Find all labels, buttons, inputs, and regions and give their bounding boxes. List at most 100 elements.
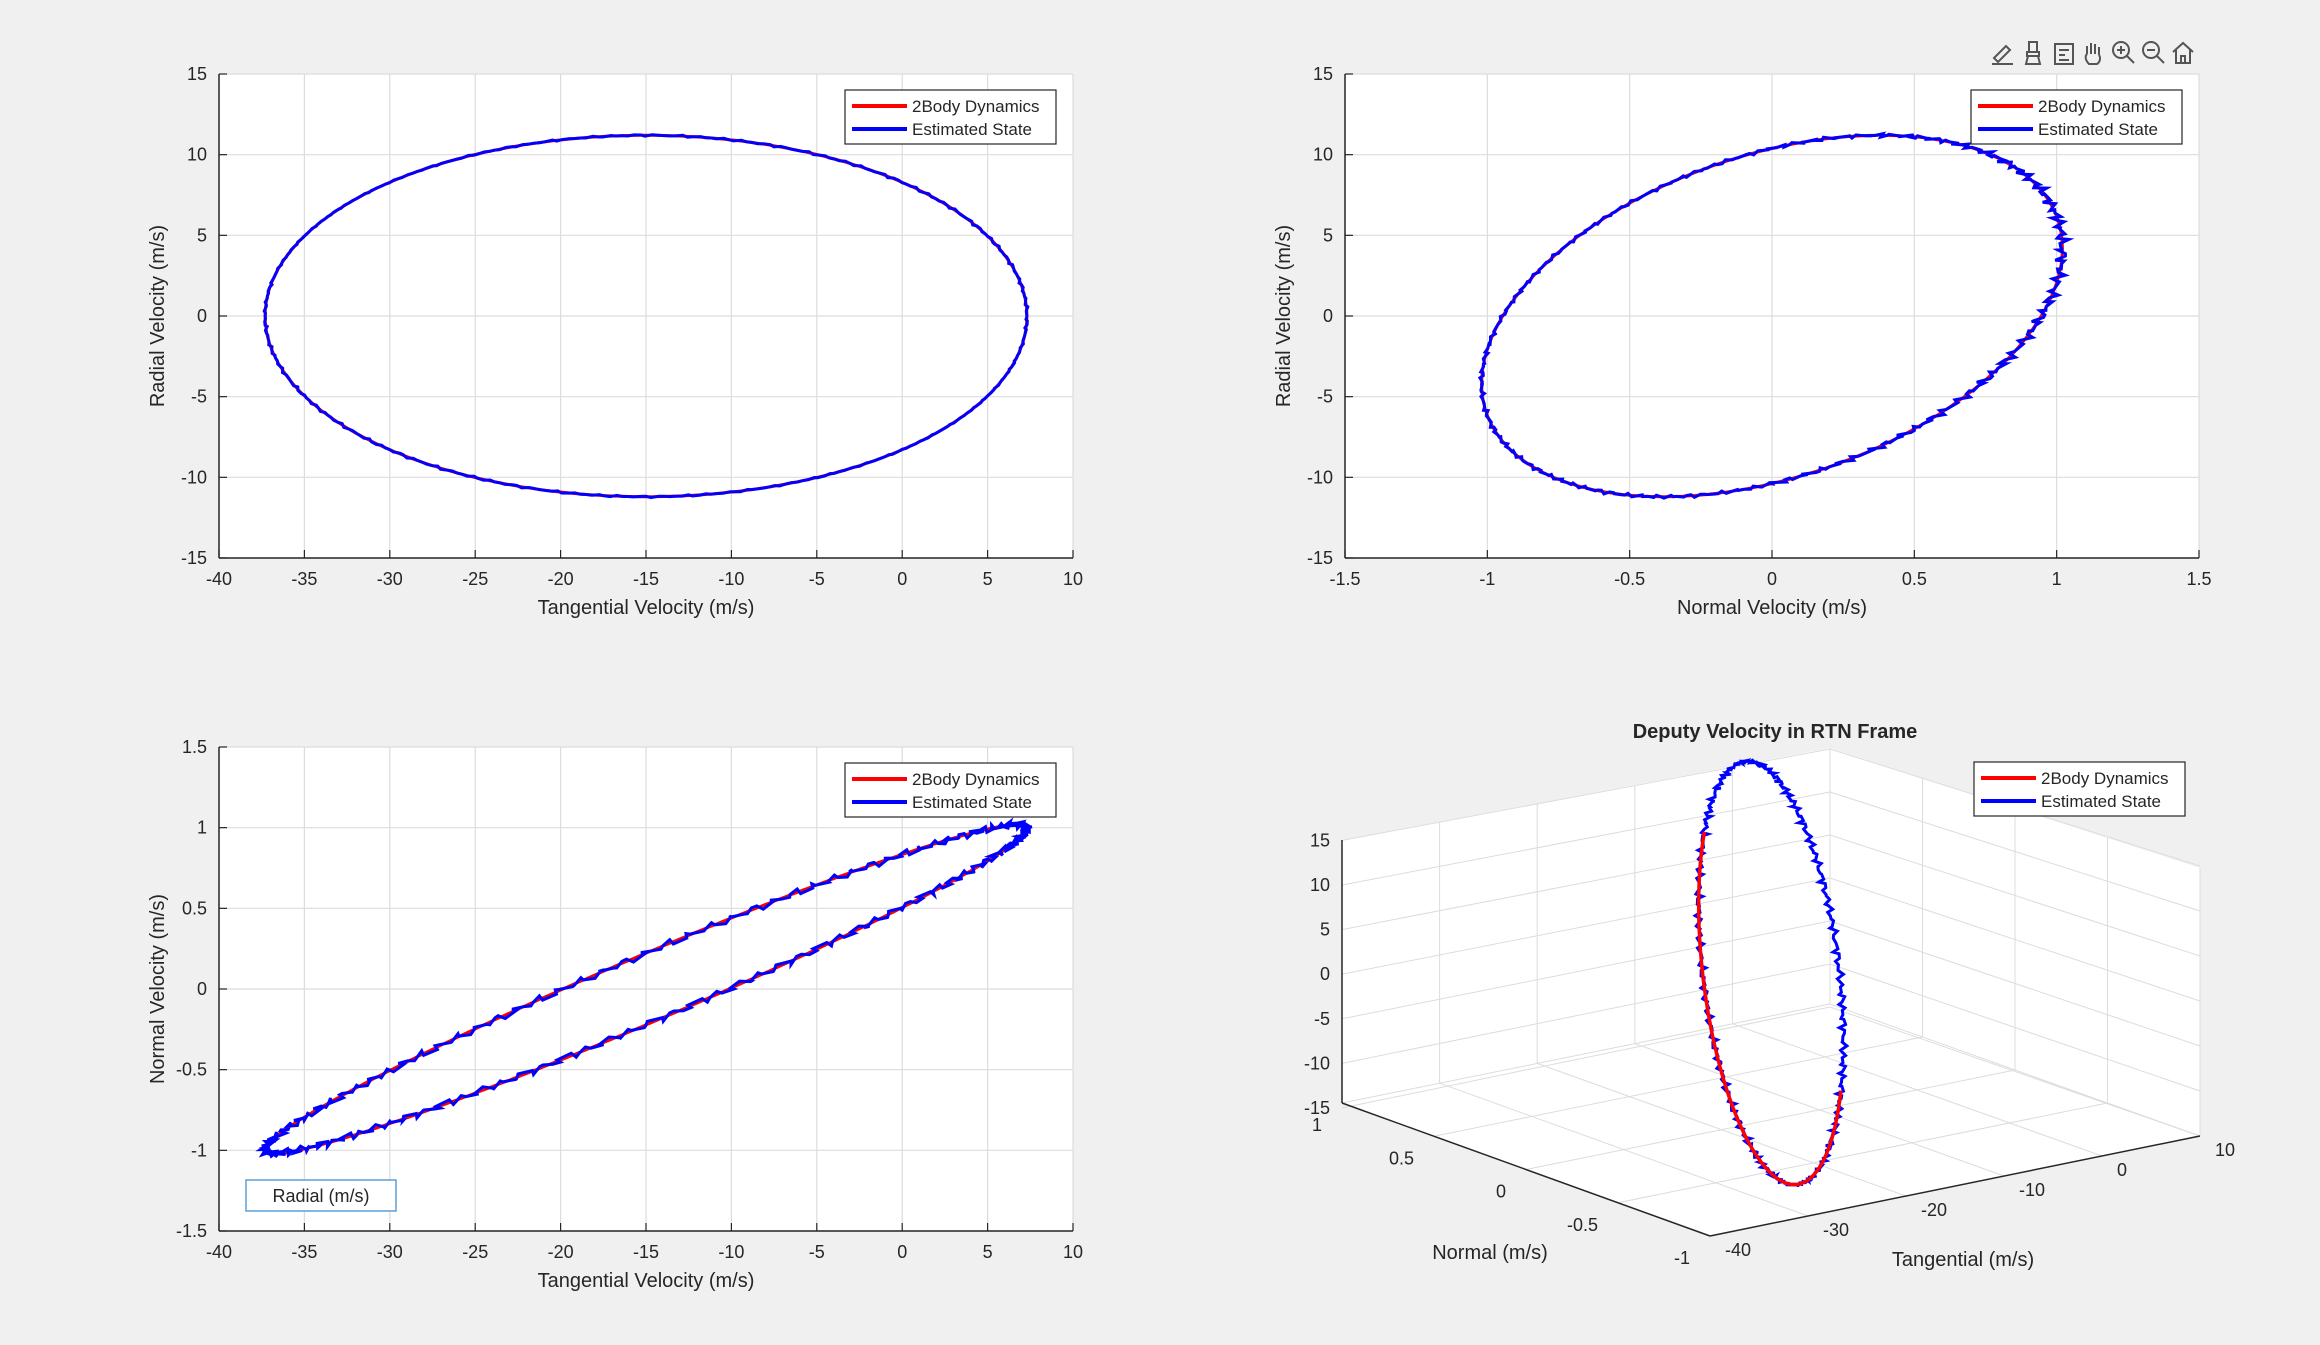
- y-tick-label: -15: [181, 548, 207, 568]
- y-tick-label: 0: [197, 306, 207, 326]
- y-tick-label: 1: [197, 818, 207, 838]
- y-axis-label: Radial Velocity (m/s): [1273, 225, 1295, 407]
- y-tick-label: -1: [191, 1140, 207, 1160]
- plot-normal-vs-tangential[interactable]: -40 -35 -30 -25 -20 -15 -10 -5 0 5 10 -1.5 -1 -0.5 0 0.…: [147, 737, 1083, 1292]
- x-tick-label: -35: [291, 1242, 317, 1262]
- legend[interactable]: 2Body Dynamics Estimated State: [844, 762, 1057, 818]
- y-axis-label: Radial Velocity (m/s): [147, 225, 169, 407]
- x-tick-label: -40: [206, 569, 232, 589]
- floor-gridline: [1341, 1003, 1831, 1104]
- y-tick-label: 10: [187, 145, 207, 165]
- y-tick-label: -15: [1307, 548, 1333, 568]
- x-tick-label: 1: [2052, 569, 2062, 589]
- legend[interactable]: 2Body Dynamics Estimated State: [1973, 761, 2186, 817]
- y-tick-label: 5: [1323, 225, 1333, 245]
- floor-gridline: [1433, 1036, 1923, 1137]
- plot-radial-vs-tangential[interactable]: -40 -35 -30 -25 -20 -15 -10 -5 0 5 10 -15 -10 -5 0 5 10 1…: [147, 64, 1083, 619]
- z-tick-label: 15: [1310, 830, 1330, 850]
- data-tips-icon[interactable]: [2054, 43, 2074, 65]
- x-tick-label: -25: [462, 569, 488, 589]
- brush-icon[interactable]: [2024, 41, 2042, 65]
- legend-box: [1973, 761, 2186, 817]
- x-tick-label: -15: [633, 1242, 659, 1262]
- z-tick-label: 5: [1320, 920, 1330, 940]
- legend-entry: 2Body Dynamics: [912, 770, 1040, 789]
- floor-gridline: [1617, 1102, 2108, 1204]
- series-2body-dynamics: [1696, 831, 1843, 1187]
- z-tick-label: 10: [1310, 875, 1330, 895]
- normal-tick-label: -1: [1674, 1248, 1690, 1268]
- plot-radial-vs-normal[interactable]: -1.5 -1 -0.5 0 0.5 1 1.5 -15 -10 -5 0 5 10 15 Normal V…: [1273, 64, 2212, 619]
- legend-entry: 2Body Dynamics: [2041, 769, 2169, 788]
- x-axis-label: Normal Velocity (m/s): [1677, 597, 1867, 619]
- tangential-tick-label: -20: [1921, 1200, 1947, 1220]
- y-tick-label: 0.5: [182, 898, 207, 918]
- plot-3d-rtn-frame[interactable]: -15 -10 -5 0 5 10 15 1 0.5 0 -0.5 -1 -40 -30 -20 -10 0 10…: [1304, 721, 2235, 1271]
- series-estimated-state: [1477, 131, 2075, 500]
- home-icon[interactable]: [2172, 41, 2194, 64]
- x-tick-label: 1.5: [2186, 569, 2211, 589]
- y-tick-label: 5: [197, 225, 207, 245]
- tangential-tick-label: 0: [2117, 1160, 2127, 1180]
- normal-tick-label: 1: [1312, 1115, 1322, 1135]
- x-tick-label: -10: [718, 569, 744, 589]
- x-tick-label: 10: [1063, 569, 1083, 589]
- x-tick-label: 0: [1767, 569, 1777, 589]
- y-tick-label: 10: [1313, 145, 1333, 165]
- x-tick-label: -25: [462, 1242, 488, 1262]
- tangential-tick-label: 10: [2215, 1140, 2235, 1160]
- series-estimated-state: [262, 133, 1030, 500]
- z-gridline: [1341, 920, 1831, 1020]
- series-estimated-state: [255, 817, 1033, 1159]
- x-tick-label: -5: [809, 569, 825, 589]
- x-tick-label: -1.5: [1329, 569, 1360, 589]
- x-axis-label: Tangential Velocity (m/s): [538, 597, 755, 619]
- legend[interactable]: 2Body Dynamics Estimated State: [844, 89, 1057, 145]
- edit-plot-icon[interactable]: [1992, 44, 2013, 65]
- z-tick-label: -10: [1304, 1053, 1330, 1073]
- normal-axis-label: Normal (m/s): [1432, 1242, 1548, 1264]
- x-tick-label: 5: [983, 569, 993, 589]
- y-tick-label: 1.5: [182, 737, 207, 757]
- legend-box: [1970, 89, 2183, 145]
- tangential-tick-label: -30: [1823, 1220, 1849, 1240]
- x-tick-label: 0: [897, 1242, 907, 1262]
- normal-axis-line: [1341, 1102, 1711, 1237]
- x-tick-label: 10: [1063, 1242, 1083, 1262]
- floor-gridline: [1525, 1069, 2016, 1170]
- legend-entry: 2Body Dynamics: [912, 97, 1040, 116]
- z-gridline: [1341, 877, 1831, 975]
- legend-box: [844, 762, 1057, 818]
- tangential-axis-label: Tangential (m/s): [1892, 1249, 2034, 1271]
- x-tick-label: -1: [1479, 569, 1495, 589]
- normal-tick-label: 0: [1496, 1182, 1506, 1202]
- y-tick-label: 15: [1313, 64, 1333, 84]
- y-tick-label: -5: [191, 387, 207, 407]
- z-tick-label: 0: [1320, 964, 1330, 984]
- pan-icon[interactable]: [2084, 43, 2102, 65]
- x-tick-label: -20: [548, 569, 574, 589]
- y-tick-label: -5: [1317, 387, 1333, 407]
- y-tick-label: -10: [1307, 467, 1333, 487]
- legend[interactable]: 2Body Dynamics Estimated State: [1970, 89, 2183, 145]
- y-tick-label: 0: [1323, 306, 1333, 326]
- tangential-tick-label: -10: [2019, 1180, 2045, 1200]
- zoom-out-icon[interactable]: [2142, 41, 2165, 64]
- tangential-axis-line: [1709, 1135, 2201, 1237]
- x-axis-label: Tangential Velocity (m/s): [538, 1270, 755, 1292]
- y-tick-label: 0: [197, 979, 207, 999]
- datatip-box[interactable]: Radial (m/s): [245, 1179, 397, 1212]
- z-gridline: [1341, 1006, 1831, 1109]
- normal-tick-label: -0.5: [1567, 1215, 1598, 1235]
- normal-tick-label: 0.5: [1389, 1148, 1414, 1168]
- x-tick-label: -30: [377, 1242, 403, 1262]
- x-tick-label: -30: [377, 569, 403, 589]
- x-tick-label: 0: [897, 569, 907, 589]
- chart-title: Deputy Velocity in RTN Frame: [1633, 721, 1918, 743]
- x-tick-label: 5: [983, 1242, 993, 1262]
- legend-entry: Estimated State: [912, 120, 1032, 139]
- z-gridline: [1341, 834, 1831, 931]
- zoom-in-icon[interactable]: [2112, 41, 2135, 64]
- x-tick-label: -35: [291, 569, 317, 589]
- x-tick-label: -15: [633, 569, 659, 589]
